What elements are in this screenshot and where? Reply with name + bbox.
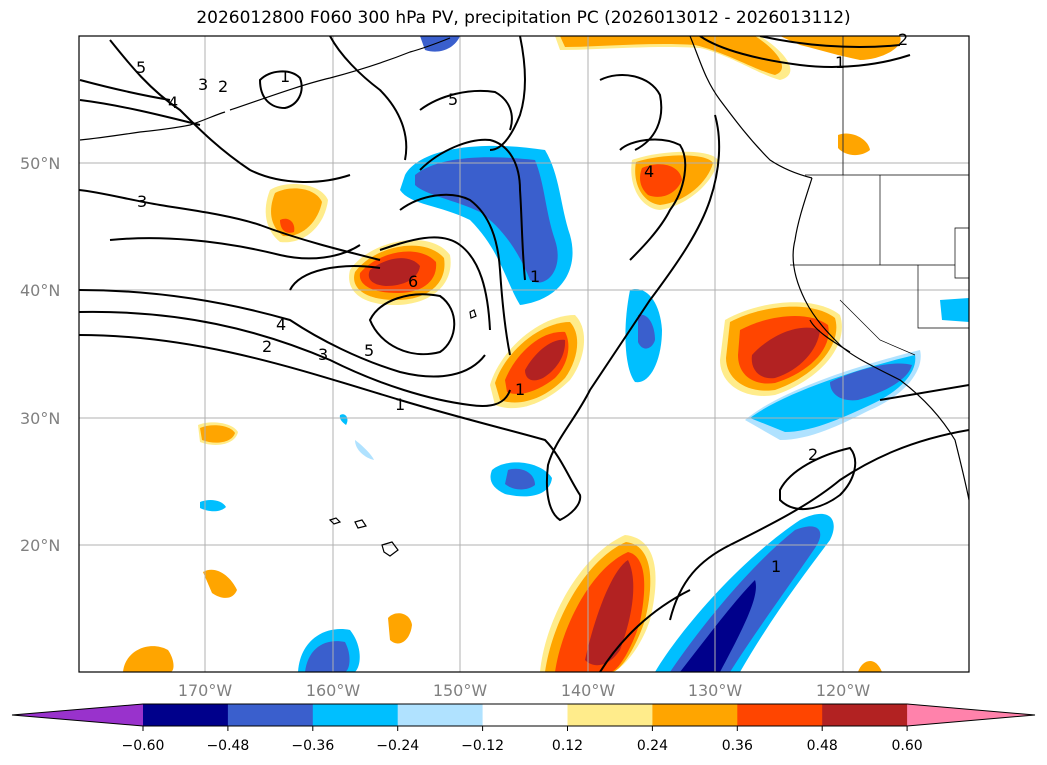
lon-label: 150°W — [433, 681, 488, 700]
lon-label: 140°W — [561, 681, 616, 700]
contour-label: 2 — [262, 337, 272, 356]
contour-label: 3 — [137, 192, 147, 211]
colorbar-extend-low — [12, 704, 143, 726]
contour-label: 1 — [530, 267, 540, 286]
colorbar-segment — [143, 704, 229, 726]
colorbar-tick-label: 0.48 — [807, 738, 838, 754]
colorbar — [11, 703, 1036, 727]
colorbar-tick-label: −0.48 — [206, 738, 249, 754]
colorbar-segment — [227, 704, 314, 726]
lat-label: 20°N — [20, 536, 60, 555]
lat-label: 50°N — [20, 154, 60, 173]
pv-contours — [79, 36, 969, 672]
colorbar-extend-high — [907, 704, 1035, 726]
colorbar-tick-label: 0.12 — [552, 738, 583, 754]
contour-label: 2 — [218, 77, 228, 96]
colorbar-tick-label: 0.24 — [637, 738, 668, 754]
contour-label: 5 — [364, 341, 374, 360]
map-frame — [78, 35, 970, 673]
colorbar-segment — [737, 704, 823, 726]
lat-label: 40°N — [20, 281, 60, 300]
contour-label: 6 — [408, 272, 418, 291]
contour-label: 5 — [136, 58, 146, 77]
colorbar-segment — [652, 704, 738, 726]
contour-label: 2 — [808, 445, 818, 464]
colorbar-tick-label: 0.36 — [722, 738, 753, 754]
lon-label: 130°W — [688, 681, 743, 700]
colorbar-segment — [567, 704, 653, 726]
contour-label: 1 — [515, 380, 525, 399]
contour-label: 1 — [395, 395, 405, 414]
longitude-labels: 170°W 160°W 150°W 140°W 130°W 120°W — [178, 681, 871, 700]
colorbar-tick-label: −0.24 — [376, 738, 419, 754]
colorbar-ticks: −0.60 −0.48 −0.36 −0.24 −0.12 0.12 0.24 0.36 0.4… — [122, 726, 923, 754]
colorbar-segment — [822, 704, 908, 726]
lon-label: 170°W — [178, 681, 233, 700]
contour-label: 4 — [644, 162, 654, 181]
contour-label: 5 — [448, 90, 458, 109]
lon-label: 160°W — [306, 681, 361, 700]
contour-label-group: 5 4 3 2 1 5 3 6 4 2 3 5 1 1 4 1 2 1 2 1 — [136, 30, 908, 576]
contour-label: 4 — [276, 315, 286, 334]
precip-shading — [123, 36, 969, 672]
contour-label: 1 — [771, 557, 781, 576]
contour-label: 3 — [198, 75, 208, 94]
colorbar-segment — [312, 704, 399, 726]
graticule — [79, 36, 969, 672]
lat-label: 30°N — [20, 409, 60, 428]
colorbar-segment — [397, 704, 484, 726]
contour-label: 1 — [280, 67, 290, 86]
colorbar-segment — [482, 704, 568, 726]
coastlines — [79, 36, 969, 557]
colorbar-tick-label: −0.60 — [122, 738, 165, 754]
state-borders — [790, 36, 969, 356]
contour-label: 2 — [898, 30, 908, 49]
map-title: 2026012800 F060 300 hPa PV, precipitatio… — [196, 8, 851, 28]
colorbar-tick-label: 0.60 — [892, 738, 923, 754]
latitude-labels: 50°N 40°N 30°N 20°N — [20, 154, 60, 555]
colorbar-tick-label: −0.12 — [461, 738, 504, 754]
colorbar-tick-label: −0.36 — [291, 738, 334, 754]
contour-label: 1 — [835, 53, 845, 72]
contour-label: 3 — [318, 345, 328, 364]
contour-label: 4 — [168, 93, 178, 112]
lon-label: 120°W — [816, 681, 871, 700]
